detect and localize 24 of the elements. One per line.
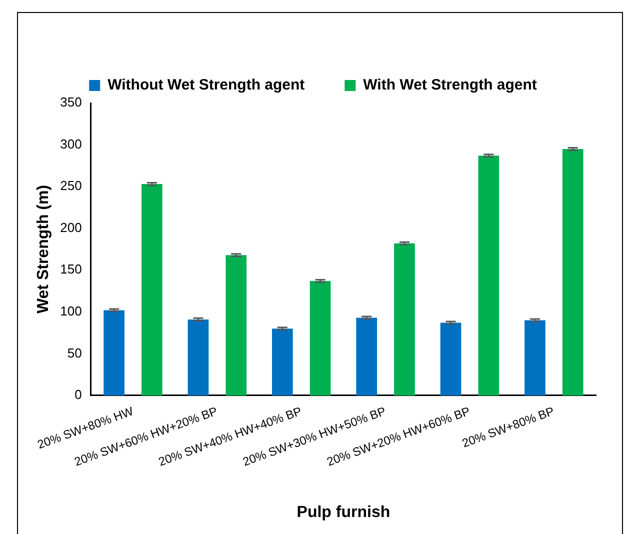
bar xyxy=(562,148,584,396)
legend-label: Without Wet Strength agent xyxy=(108,76,305,94)
bar xyxy=(356,318,378,396)
x-axis-title: Pulp furnish xyxy=(296,504,390,521)
legend-label: With Wet Strength agent xyxy=(363,76,537,94)
y-tick-label: 250 xyxy=(60,178,82,194)
y-tick-label: 0 xyxy=(74,387,82,402)
y-tick-label: 50 xyxy=(67,345,82,360)
bar xyxy=(524,320,546,396)
y-tick-label: 150 xyxy=(60,262,82,277)
bar xyxy=(478,156,500,396)
y-axis-title: Wet Strength (m) xyxy=(35,184,52,314)
y-tick-label: 300 xyxy=(60,136,82,152)
bar xyxy=(310,281,331,396)
y-tick-label: 100 xyxy=(60,303,82,318)
y-tick-label: 350 xyxy=(60,94,82,110)
bar xyxy=(104,310,124,396)
bar xyxy=(394,243,415,396)
bar xyxy=(440,322,462,396)
bar xyxy=(188,319,209,396)
bar xyxy=(142,184,162,396)
bar xyxy=(226,255,247,396)
y-tick-label: 200 xyxy=(60,220,82,235)
bar xyxy=(272,328,293,396)
